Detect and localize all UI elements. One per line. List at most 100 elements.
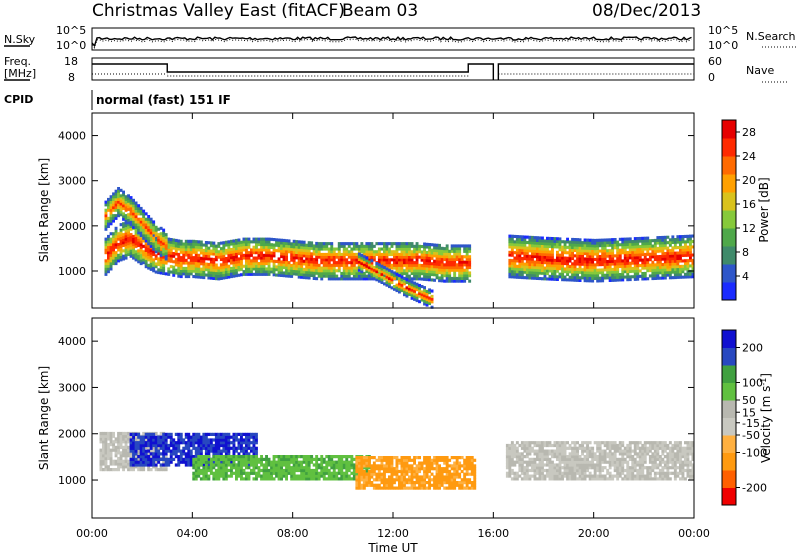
power-cell	[628, 278, 632, 282]
velocity-cell	[154, 452, 158, 456]
velocity-cell	[189, 449, 193, 453]
power-cell	[144, 243, 148, 247]
power-cell	[591, 276, 595, 280]
velocity-cell	[192, 474, 196, 478]
power-cell	[428, 272, 431, 276]
power-cell	[603, 265, 607, 269]
power-cell	[129, 220, 133, 224]
power-cell	[137, 225, 141, 229]
power-cell	[438, 254, 441, 258]
velocity-cell	[164, 452, 168, 456]
velocity-cell	[423, 475, 426, 479]
velocity-cell	[433, 486, 436, 490]
velocity-cell	[240, 443, 243, 448]
power-cell	[393, 255, 396, 259]
power-cell	[227, 275, 231, 279]
power-cell	[593, 266, 597, 270]
velocity-cell	[420, 461, 424, 465]
velocity-cell	[340, 457, 344, 461]
velocity-cell	[129, 465, 133, 469]
velocity-cell	[209, 468, 213, 473]
power-cell	[172, 271, 176, 275]
velocity-cell	[335, 466, 339, 470]
power-cell	[167, 272, 171, 276]
velocity-cell	[390, 475, 394, 479]
power-cell	[455, 249, 459, 253]
velocity-cell	[99, 451, 103, 455]
power-cell	[613, 270, 617, 274]
power-cell	[661, 268, 665, 272]
velocity-cell	[433, 481, 436, 485]
power-cell	[408, 261, 411, 265]
power-cell	[468, 271, 472, 275]
velocity-cell	[322, 471, 326, 475]
power-cell	[209, 257, 213, 261]
power-cell	[636, 269, 640, 273]
velocity-cell	[149, 438, 153, 442]
power-cell	[307, 268, 311, 272]
velocity-cell	[237, 466, 241, 470]
power-cell	[643, 277, 647, 281]
power-cell	[663, 276, 667, 280]
velocity-cell	[119, 456, 123, 461]
velocity-cell	[345, 471, 349, 475]
velocity-cell	[149, 443, 153, 448]
power-cell	[370, 261, 374, 265]
power-cell	[510, 261, 514, 265]
velocity-cell	[237, 443, 241, 448]
power-cell	[109, 200, 113, 204]
power-cell	[583, 238, 587, 242]
velocity-cell	[157, 460, 161, 464]
power-cell	[129, 235, 133, 239]
velocity-cell	[230, 441, 233, 445]
power-cell	[137, 238, 141, 242]
velocity-cell	[240, 474, 243, 478]
power-cell	[104, 216, 108, 220]
power-cell	[214, 252, 218, 256]
power-cell	[232, 255, 236, 259]
power-cell	[332, 261, 336, 265]
power-cell	[282, 263, 286, 267]
power-cell	[129, 209, 133, 213]
velocity-cell	[219, 463, 223, 467]
power-cell	[689, 259, 692, 263]
power-cell	[528, 246, 532, 250]
power-cell	[393, 287, 396, 291]
power-cell	[132, 240, 135, 244]
power-cell	[455, 247, 459, 251]
power-cell	[300, 251, 304, 255]
velocity-cell	[199, 438, 203, 442]
power-cell	[267, 248, 271, 252]
power-cell	[460, 276, 464, 280]
velocity-cell	[433, 483, 436, 487]
power-cell	[553, 277, 557, 281]
velocity-cell	[398, 469, 401, 474]
power-cell	[520, 240, 524, 244]
power-cell	[134, 250, 138, 254]
velocity-cell	[385, 464, 389, 468]
velocity-cell	[360, 478, 364, 482]
power-cell	[365, 277, 369, 281]
power-cell	[204, 243, 208, 247]
power-cell	[671, 240, 675, 244]
velocity-cell	[280, 474, 283, 478]
velocity-cell	[290, 460, 294, 464]
power-cell	[646, 266, 650, 270]
power-cell	[598, 260, 602, 264]
power-cell	[277, 238, 281, 242]
power-cell	[174, 241, 178, 245]
power-cell	[435, 257, 439, 261]
velocity-cell	[255, 477, 258, 481]
power-cell	[520, 251, 524, 255]
velocity-cell	[320, 466, 324, 470]
power-cell	[603, 246, 607, 250]
power-cell	[438, 252, 441, 256]
velocity-cell	[182, 441, 186, 445]
power-cell	[134, 231, 138, 235]
power-cell	[362, 244, 366, 248]
power-cell	[214, 266, 218, 270]
velocity-cell	[212, 455, 216, 459]
power-cell	[262, 272, 266, 276]
velocity-cell	[275, 460, 278, 464]
power-cell	[365, 250, 369, 254]
